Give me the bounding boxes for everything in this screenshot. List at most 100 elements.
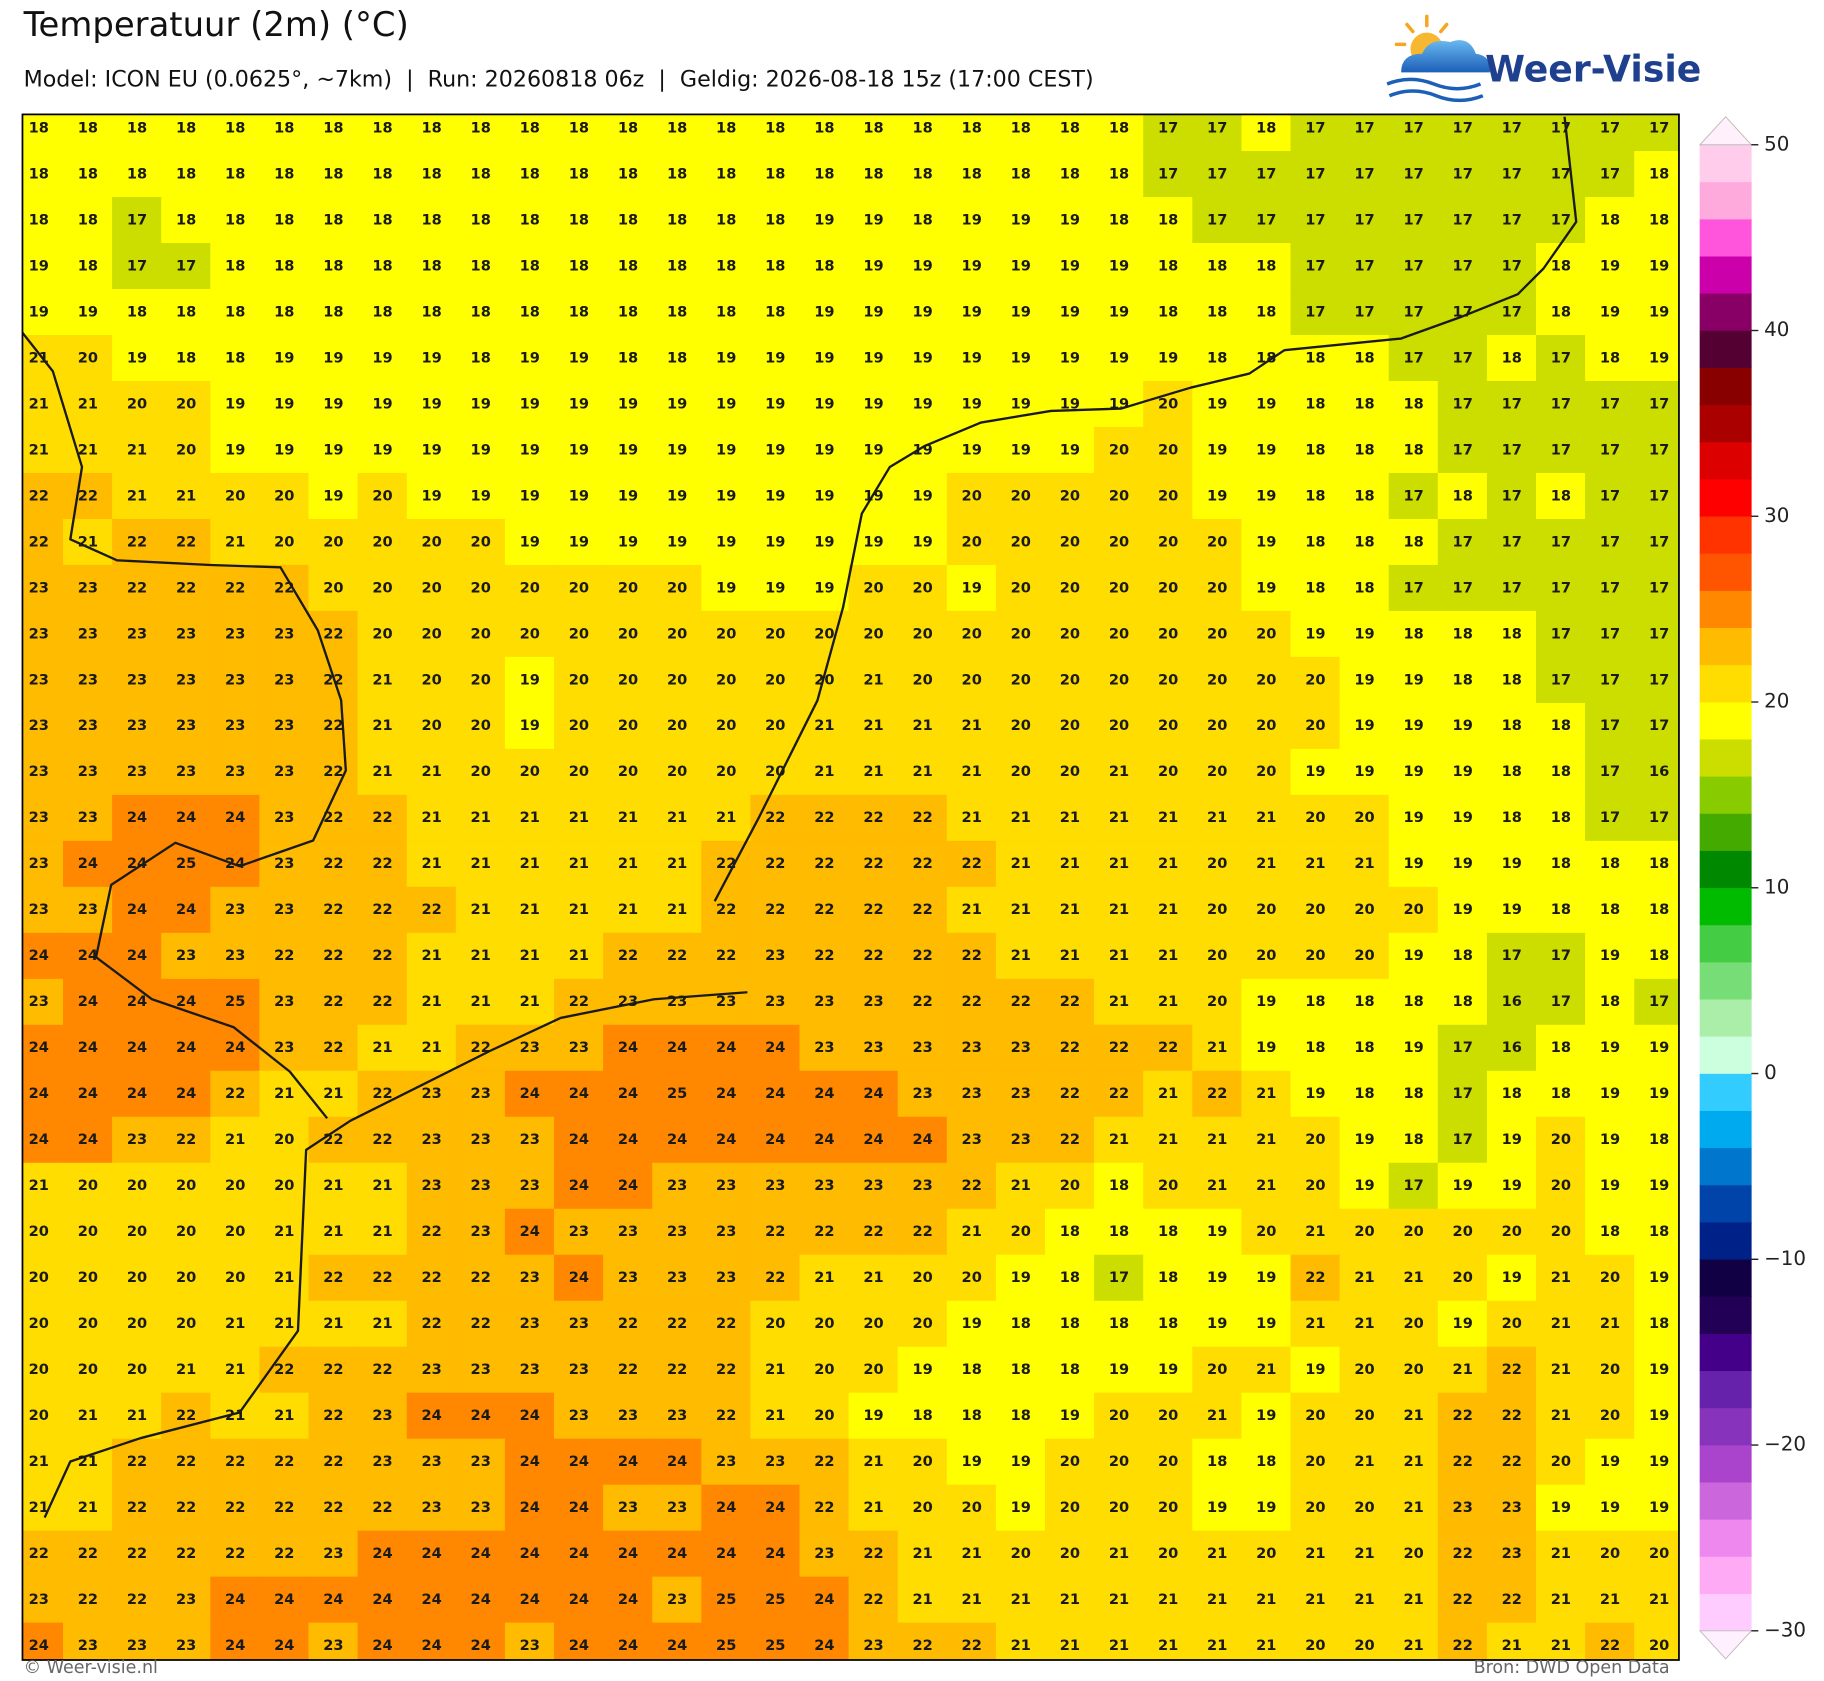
colorbar-bin [1699,367,1752,406]
field-value: 20 [569,717,589,734]
field-value: 21 [1060,901,1080,918]
field-value: 20 [863,625,883,642]
field-value: 17 [1649,395,1669,412]
field-value: 24 [78,947,98,964]
field-cell [750,1024,801,1072]
field-value: 22 [29,1545,49,1562]
field-value: 18 [814,165,834,182]
field-value: 17 [1551,579,1571,596]
field-value: 19 [1256,1315,1276,1332]
field-value: 18 [1551,717,1571,734]
field-value: 18 [618,349,638,366]
field-value: 19 [1600,1499,1620,1516]
field-value: 18 [1060,1361,1080,1378]
field-cell [112,1300,162,1348]
field-value: 18 [176,211,196,228]
field-value: 18 [372,119,392,136]
field-value: 24 [569,1453,589,1470]
field-cell [1290,840,1341,888]
field-value: 23 [274,625,294,642]
field-value: 21 [1551,1407,1571,1424]
field-cell [995,1208,1046,1256]
field-value: 17 [1502,395,1522,412]
field-value: 18 [1158,1223,1178,1240]
field-cell [897,243,948,290]
colorbar-bin [1699,1221,1752,1260]
field-cell [210,656,261,704]
field-cell [1192,426,1243,474]
field-cell [22,426,64,474]
field-cell [1241,380,1292,428]
field-value: 24 [421,1407,441,1424]
field-value: 20 [1305,947,1325,964]
field-value: 19 [127,349,147,366]
field-value: 21 [962,1545,982,1562]
field-cell [1045,1300,1095,1348]
field-value: 19 [1305,763,1325,780]
field-value: 20 [520,579,540,596]
field-cell [946,426,997,474]
field-value: 17 [1600,579,1620,596]
field-value: 23 [29,579,49,596]
field-value: 21 [912,1545,932,1562]
field-cell [1437,748,1488,796]
field-value: 18 [78,211,98,228]
field-value: 19 [1649,1361,1669,1378]
field-value: 20 [814,1407,834,1424]
field-cell [1045,656,1095,704]
field-value: 24 [667,1131,687,1148]
field-value: 23 [569,1223,589,1240]
field-value: 17 [1502,487,1522,504]
field-value: 20 [1060,1177,1080,1194]
field-cell [1437,656,1488,704]
field-cell [897,840,948,888]
field-value: 21 [1158,1591,1178,1608]
field-value: 21 [1600,1315,1620,1332]
field-cell [1585,518,1635,566]
field-value: 23 [29,809,49,826]
field-value: 20 [176,1269,196,1286]
field-value: 20 [127,1315,147,1332]
colorbar-bin [1699,1407,1752,1446]
field-value: 19 [1502,855,1522,872]
field-cell [308,610,359,658]
field-cell [455,243,506,290]
field-cell [161,886,212,934]
field-value: 19 [863,211,883,228]
field-value: 18 [716,119,736,136]
field-cell [357,1300,408,1348]
field-value: 21 [1649,1591,1669,1608]
field-cell [259,335,310,382]
field-cell [357,289,408,336]
field-value: 19 [1256,487,1276,504]
field-value: 20 [372,579,392,596]
field-value: 21 [78,1453,98,1470]
field-cell [652,886,703,934]
field-value: 18 [1551,763,1571,780]
logo-sun [1394,14,1449,47]
field-value: 21 [372,1223,392,1240]
field-cell [406,610,457,658]
field-cell [1388,1024,1439,1072]
field-value: 19 [1354,763,1374,780]
field-value: 18 [1305,993,1325,1010]
field-value: 23 [667,1499,687,1516]
field-cell [1094,1576,1144,1624]
field-value: 21 [814,1269,834,1286]
field-cell [455,656,506,704]
field-cell [995,426,1046,474]
field-cell [504,151,555,198]
field-value: 23 [225,947,245,964]
field-value: 18 [1207,349,1227,366]
field-value: 19 [912,441,932,458]
field-value: 19 [1649,349,1669,366]
field-value: 18 [1649,947,1669,964]
field-cell [995,748,1046,796]
field-cell [652,564,703,612]
field-value: 21 [1207,1039,1227,1056]
field-cell [1437,610,1488,658]
field-cell [1339,1576,1390,1624]
field-value: 18 [274,211,294,228]
field-cell [1585,151,1635,198]
field-value: 20 [1551,1223,1571,1240]
